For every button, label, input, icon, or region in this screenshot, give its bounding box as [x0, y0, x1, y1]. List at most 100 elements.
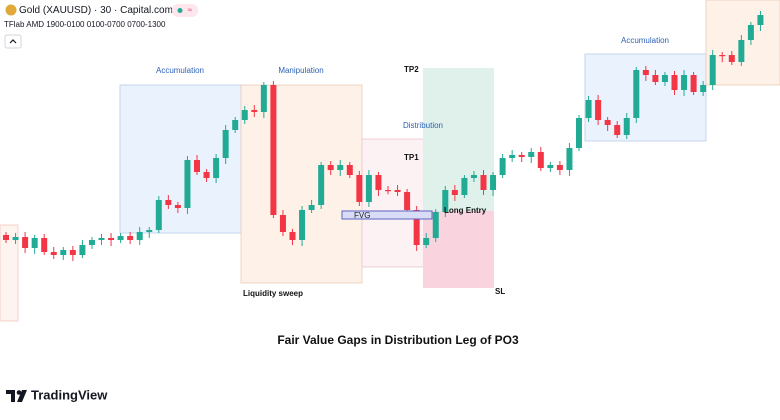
candle-body	[518, 155, 525, 157]
candle-body	[50, 252, 57, 255]
candle-body	[757, 15, 764, 25]
label: Liquidity sweep	[243, 289, 303, 298]
label: Manipulation	[278, 66, 323, 75]
candle-body	[556, 165, 563, 170]
candle-body	[509, 155, 516, 158]
candle-body	[346, 165, 353, 175]
label: Accumulation	[156, 66, 204, 75]
candle-body	[566, 148, 573, 170]
candle-body	[327, 165, 334, 170]
candle-body	[222, 130, 229, 158]
brand-logo	[6, 390, 27, 402]
candle-body	[174, 205, 181, 208]
candle-body	[681, 75, 688, 90]
brand: TradingView	[31, 387, 108, 402]
candle-body	[490, 175, 497, 190]
candle-body	[251, 110, 258, 112]
candle-body	[709, 55, 716, 85]
candle-body	[442, 190, 449, 212]
session-box	[0, 224, 19, 322]
candle-body	[146, 230, 153, 232]
collapse-icon	[9, 39, 17, 44]
candle-body	[79, 245, 86, 255]
candle-body	[499, 158, 506, 175]
candles	[3, 11, 764, 261]
candle-body	[461, 178, 468, 195]
candle-body	[547, 165, 554, 168]
candle-body	[595, 100, 602, 120]
candle-body	[279, 215, 286, 232]
caption: Fair Value Gaps in Distribution Leg of P…	[277, 333, 519, 347]
symbol-icon	[5, 4, 17, 16]
candle-body	[385, 190, 391, 192]
candle-body	[60, 250, 67, 255]
candle-body	[585, 100, 592, 118]
candle-body	[451, 190, 458, 195]
candle-body	[528, 152, 535, 157]
candle-body	[299, 210, 306, 240]
candle-body	[537, 152, 544, 168]
label: Accumulation	[621, 36, 669, 45]
candle-body	[31, 238, 38, 248]
symbol-title: Gold (XAUUSD) · 30 · Capital.com	[19, 5, 173, 16]
candle-body	[738, 40, 745, 62]
candle-body	[318, 165, 325, 205]
candle-body	[337, 165, 344, 170]
candle-body	[623, 118, 630, 135]
indicator-label: TFlab AMD 1900-0100 0100-0700 0700-1300	[4, 20, 166, 29]
candle-body	[470, 175, 477, 178]
candle-body	[671, 75, 678, 90]
status-dot	[177, 8, 183, 13]
candle-body	[719, 55, 726, 57]
candle-body	[241, 110, 248, 120]
candle-body	[642, 70, 649, 75]
candle-body	[747, 25, 754, 40]
candle-body	[576, 118, 582, 148]
manipulation-box	[240, 84, 363, 284]
fvg-box	[341, 210, 433, 220]
collapse-button[interactable]	[4, 34, 22, 49]
candle-body	[652, 75, 659, 82]
candle-body	[203, 172, 210, 178]
label: FVG	[354, 211, 370, 220]
candle-body	[184, 160, 191, 208]
candle-body	[289, 232, 296, 240]
label: TP1	[404, 153, 419, 162]
candle-body	[375, 175, 382, 190]
candle-body	[480, 175, 487, 190]
label: Distribution	[403, 121, 443, 130]
candle-body	[260, 85, 267, 112]
candle-body	[98, 238, 105, 240]
candle-body	[356, 175, 363, 202]
candle-body	[413, 210, 420, 245]
status-badge	[172, 4, 198, 17]
candle-body	[213, 158, 220, 178]
label: TP2	[404, 65, 419, 74]
candle-body	[69, 250, 76, 255]
candle-body	[432, 212, 439, 238]
label: Long Entry	[444, 206, 487, 215]
candle-body	[365, 175, 372, 202]
candle-body	[165, 200, 172, 205]
candle-body	[690, 75, 697, 92]
candle-body	[12, 237, 19, 240]
candle-body	[3, 235, 9, 240]
candle-body	[270, 85, 277, 215]
candle-body	[614, 125, 621, 135]
candle-body	[700, 85, 707, 92]
candle-body	[155, 200, 162, 230]
candle-body	[394, 190, 401, 192]
candle-body	[604, 120, 611, 125]
candle-body	[633, 70, 640, 118]
candle-body	[404, 192, 411, 210]
candle-body	[22, 237, 29, 248]
status-icon: ≈	[188, 6, 193, 15]
candle-body	[88, 240, 95, 245]
candle-body	[423, 238, 430, 245]
label: SL	[495, 287, 505, 296]
candle-body	[194, 160, 200, 172]
candle-body	[136, 232, 143, 240]
candle-body	[117, 236, 124, 240]
